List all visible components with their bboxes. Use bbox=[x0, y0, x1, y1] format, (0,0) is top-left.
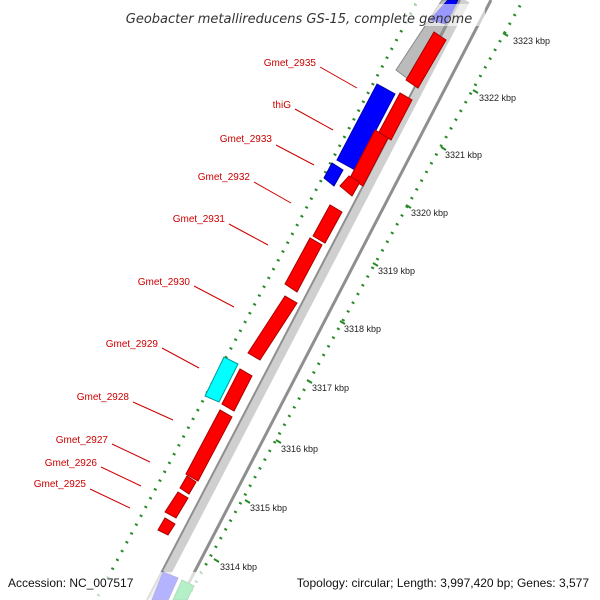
tick-mark bbox=[472, 89, 479, 94]
leader-Gmet_2928 bbox=[132, 401, 174, 421]
backbone-outer bbox=[147, 0, 470, 600]
leader-Gmet_2925 bbox=[89, 488, 131, 509]
gene-label[interactable]: Gmet_2929 bbox=[106, 339, 159, 350]
tick-label: 3320 kbp bbox=[411, 208, 448, 218]
reverse-gene-5 bbox=[312, 204, 343, 244]
leader-Gmet_2931 bbox=[228, 223, 269, 246]
accession-text: Accession: NC_007517 bbox=[8, 576, 134, 590]
reverse-gene-12 bbox=[157, 517, 176, 536]
tick-label: 3314 kbp bbox=[220, 562, 257, 572]
gene-label[interactable]: Gmet_2926 bbox=[45, 458, 98, 469]
tick-mark bbox=[440, 146, 447, 151]
right-dotted-guide bbox=[184, 1, 524, 600]
tick-mark bbox=[339, 320, 346, 325]
tick-label: 3317 kbp bbox=[312, 383, 349, 393]
rna-feature bbox=[204, 356, 239, 403]
leader-Gmet_2930 bbox=[193, 285, 235, 308]
gene-label[interactable]: Gmet_2925 bbox=[34, 479, 87, 490]
reverse-gene-6 bbox=[284, 237, 323, 293]
reverse-gene-10 bbox=[179, 475, 197, 495]
leader-Gmet_2927 bbox=[111, 443, 151, 463]
genome-info-text: Topology: circular; Length: 3,997,420 bp… bbox=[297, 576, 590, 590]
tick-mark bbox=[306, 379, 313, 384]
gene-label[interactable]: Gmet_2935 bbox=[264, 58, 317, 69]
gene-label[interactable]: Gmet_2930 bbox=[138, 277, 191, 288]
leader-Gmet_2929 bbox=[161, 347, 200, 369]
leader-thiG bbox=[294, 108, 334, 131]
gene-label[interactable]: Gmet_2932 bbox=[198, 172, 251, 183]
tick-mark bbox=[244, 499, 251, 504]
tick-label: 3318 kbp bbox=[344, 324, 381, 334]
reverse-gene-1 bbox=[405, 31, 447, 89]
footer-backdrop bbox=[0, 572, 600, 600]
tick-label: 3316 kbp bbox=[281, 444, 318, 454]
forward-gene-small bbox=[323, 162, 344, 187]
backbone-inner bbox=[178, 0, 493, 600]
tick-mark bbox=[213, 558, 220, 563]
leader-Gmet_2926 bbox=[100, 466, 142, 487]
tick-mark bbox=[405, 204, 412, 209]
map-title: Geobacter metallireducens GS-15, complet… bbox=[126, 12, 472, 27]
gene-label[interactable]: thiG bbox=[273, 100, 292, 111]
reverse-gene-9 bbox=[185, 409, 233, 482]
tick-label: 3315 kbp bbox=[250, 503, 287, 513]
title-backdrop bbox=[395, 4, 485, 26]
gene-label[interactable]: Gmet_2927 bbox=[56, 435, 109, 446]
tick-mark bbox=[275, 439, 282, 444]
tick-label: 3322 kbp bbox=[479, 93, 516, 103]
leader-Gmet_2932 bbox=[253, 181, 292, 204]
tick-label: 3323 kbp bbox=[513, 36, 550, 46]
tick-label: 3321 kbp bbox=[445, 150, 482, 160]
forward-gene-thiG bbox=[336, 83, 396, 171]
reverse-gene-7 bbox=[247, 295, 298, 361]
backbone-outer-edge bbox=[146, 0, 461, 600]
reverse-gene-11 bbox=[164, 491, 189, 519]
gene-label[interactable]: Gmet_2928 bbox=[77, 392, 130, 403]
leader-Gmet_2933 bbox=[275, 144, 315, 166]
leader-Gmet_2935 bbox=[319, 66, 358, 89]
reverse-gene-8 bbox=[221, 368, 253, 412]
reverse-gene-4 bbox=[339, 175, 361, 197]
gene-label[interactable]: Gmet_2931 bbox=[173, 214, 226, 225]
gene-label[interactable]: Gmet_2933 bbox=[220, 134, 273, 145]
tick-label: 3319 kbp bbox=[378, 266, 415, 276]
tick-mark bbox=[502, 32, 509, 37]
tick-mark bbox=[372, 262, 379, 267]
